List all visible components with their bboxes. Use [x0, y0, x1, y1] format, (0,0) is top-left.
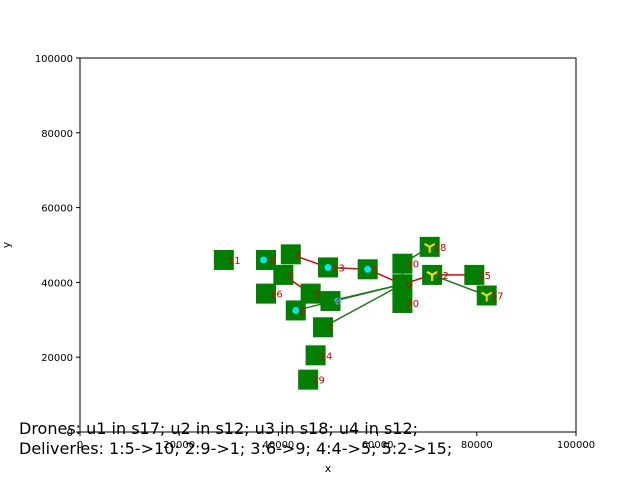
station-label: 3 — [295, 250, 301, 261]
station-label: 10 — [406, 260, 419, 271]
package-marker — [324, 263, 332, 271]
station-node — [392, 292, 413, 313]
package-marker — [260, 256, 268, 264]
drones-status: Drones: u1 in s17; u2 in s12; u3 in s18;… — [19, 419, 419, 438]
drone-markers — [423, 243, 493, 302]
y-axis-label: y — [0, 241, 13, 248]
station-node — [305, 345, 326, 366]
station-label: 15 — [478, 271, 491, 282]
y-tick-label: 0 — [67, 428, 73, 439]
drone-marker — [423, 243, 436, 253]
x-axis-label: x — [325, 462, 332, 475]
station-label: 16 — [270, 290, 283, 301]
green-route-edge — [322, 283, 403, 328]
package-marker — [334, 297, 342, 305]
y-tick-label: 20000 — [41, 353, 73, 364]
x-tick-label: 0 — [77, 440, 83, 451]
station-nodes — [213, 236, 497, 390]
station-label: 8 — [270, 256, 276, 267]
package-marker — [364, 265, 372, 273]
x-axis-ticks: 0 20000 40000 60000 80000 100000 — [77, 432, 595, 451]
y-axis-ticks: 0 20000 40000 60000 80000 100000 — [35, 54, 80, 439]
x-tick-label: 100000 — [557, 440, 595, 451]
station-label: 4 — [334, 297, 340, 308]
y-tick-label: 80000 — [41, 129, 73, 140]
station-label: 14 — [320, 351, 333, 362]
station-node — [256, 283, 276, 304]
y-tick-label: 100000 — [35, 54, 73, 65]
station-label: 20 — [406, 299, 419, 310]
station-label: 11 — [228, 256, 241, 267]
package-markers — [260, 256, 372, 314]
package-marker — [292, 306, 300, 314]
y-tick-label: 40000 — [41, 278, 73, 289]
green-route-edge — [330, 283, 403, 302]
station-node — [273, 264, 294, 285]
station-node — [280, 244, 301, 265]
x-tick-label: 80000 — [461, 440, 493, 451]
x-tick-label: 60000 — [362, 440, 394, 451]
station-node — [213, 249, 234, 270]
station-node — [320, 291, 341, 312]
station-label: 12 — [436, 271, 449, 282]
station-label: 2 — [287, 271, 293, 282]
station-label: 9 — [406, 280, 412, 291]
x-tick-label: 20000 — [163, 440, 195, 451]
station-label: 6 — [300, 306, 306, 317]
station-node — [392, 274, 413, 295]
station-label: 18 — [434, 243, 447, 254]
x-tick-label: 40000 — [262, 440, 294, 451]
station-node — [392, 253, 413, 274]
station-label: 7 — [327, 323, 333, 334]
station-label: 1 — [315, 290, 321, 301]
deliveries-status: Deliveries: 1:5->10; 2:9->1; 3:6->9; 4:4… — [19, 439, 453, 458]
station-label: 13 — [332, 263, 345, 274]
y-tick-label: 60000 — [41, 204, 73, 215]
station-node — [464, 264, 485, 285]
station-node — [313, 317, 334, 338]
drone-marker — [426, 271, 438, 281]
drone-marker — [481, 291, 493, 302]
plot-area — [79, 57, 577, 433]
station-label: 19 — [312, 376, 325, 387]
station-label: 17 — [491, 291, 504, 302]
station-label: 5 — [372, 265, 378, 276]
station-node — [300, 283, 321, 304]
station-node — [298, 369, 319, 390]
